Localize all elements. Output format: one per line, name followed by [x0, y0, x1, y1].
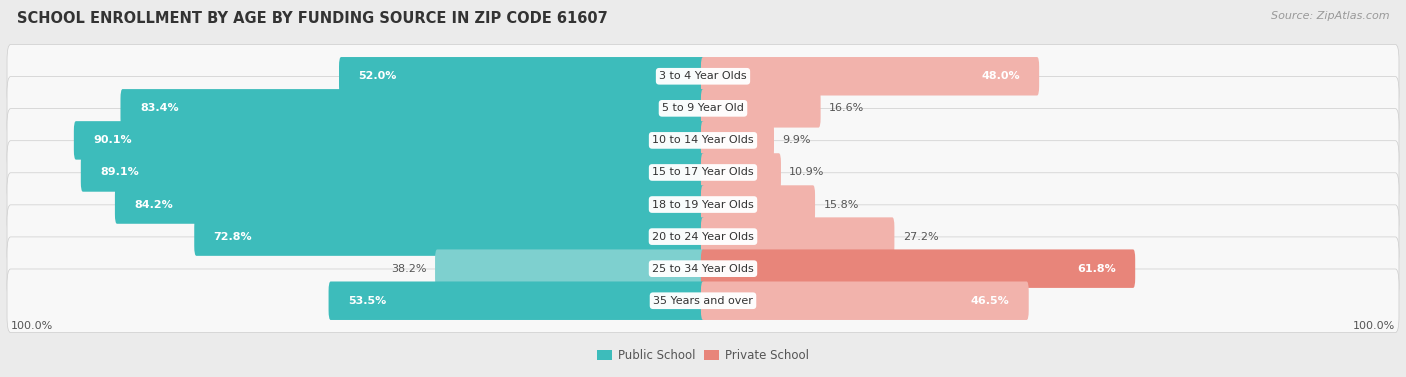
- FancyBboxPatch shape: [702, 250, 1135, 288]
- FancyBboxPatch shape: [121, 89, 704, 127]
- FancyBboxPatch shape: [702, 282, 1029, 320]
- FancyBboxPatch shape: [115, 185, 704, 224]
- FancyBboxPatch shape: [7, 109, 1399, 172]
- Text: 84.2%: 84.2%: [135, 199, 173, 210]
- FancyBboxPatch shape: [434, 250, 704, 288]
- FancyBboxPatch shape: [702, 89, 821, 127]
- FancyBboxPatch shape: [339, 57, 704, 95]
- Text: 27.2%: 27.2%: [903, 231, 938, 242]
- Text: 48.0%: 48.0%: [981, 71, 1019, 81]
- FancyBboxPatch shape: [80, 153, 704, 192]
- Text: 90.1%: 90.1%: [93, 135, 132, 146]
- FancyBboxPatch shape: [702, 153, 780, 192]
- Text: 15 to 17 Year Olds: 15 to 17 Year Olds: [652, 167, 754, 178]
- Text: Source: ZipAtlas.com: Source: ZipAtlas.com: [1271, 11, 1389, 21]
- Text: 61.8%: 61.8%: [1077, 264, 1116, 274]
- Text: 35 Years and over: 35 Years and over: [652, 296, 754, 306]
- Text: 25 to 34 Year Olds: 25 to 34 Year Olds: [652, 264, 754, 274]
- FancyBboxPatch shape: [7, 237, 1399, 300]
- Text: 100.0%: 100.0%: [10, 321, 53, 331]
- FancyBboxPatch shape: [7, 141, 1399, 204]
- Text: 100.0%: 100.0%: [1353, 321, 1396, 331]
- Text: 9.9%: 9.9%: [782, 135, 811, 146]
- Text: SCHOOL ENROLLMENT BY AGE BY FUNDING SOURCE IN ZIP CODE 61607: SCHOOL ENROLLMENT BY AGE BY FUNDING SOUR…: [17, 11, 607, 26]
- Text: 10.9%: 10.9%: [789, 167, 825, 178]
- Text: 52.0%: 52.0%: [359, 71, 396, 81]
- Text: 18 to 19 Year Olds: 18 to 19 Year Olds: [652, 199, 754, 210]
- FancyBboxPatch shape: [7, 77, 1399, 140]
- FancyBboxPatch shape: [7, 269, 1399, 333]
- Text: 38.2%: 38.2%: [391, 264, 426, 274]
- Text: 10 to 14 Year Olds: 10 to 14 Year Olds: [652, 135, 754, 146]
- FancyBboxPatch shape: [7, 173, 1399, 236]
- Text: 72.8%: 72.8%: [214, 231, 252, 242]
- Text: 83.4%: 83.4%: [141, 103, 179, 113]
- Text: 16.6%: 16.6%: [830, 103, 865, 113]
- FancyBboxPatch shape: [702, 121, 773, 159]
- FancyBboxPatch shape: [75, 121, 704, 159]
- Text: 89.1%: 89.1%: [100, 167, 139, 178]
- FancyBboxPatch shape: [7, 44, 1399, 108]
- Legend: Public School, Private School: Public School, Private School: [593, 344, 813, 367]
- FancyBboxPatch shape: [702, 57, 1039, 95]
- FancyBboxPatch shape: [329, 282, 704, 320]
- Text: 5 to 9 Year Old: 5 to 9 Year Old: [662, 103, 744, 113]
- Text: 46.5%: 46.5%: [970, 296, 1010, 306]
- FancyBboxPatch shape: [7, 205, 1399, 268]
- FancyBboxPatch shape: [702, 185, 815, 224]
- Text: 20 to 24 Year Olds: 20 to 24 Year Olds: [652, 231, 754, 242]
- FancyBboxPatch shape: [194, 218, 704, 256]
- Text: 15.8%: 15.8%: [824, 199, 859, 210]
- Text: 3 to 4 Year Olds: 3 to 4 Year Olds: [659, 71, 747, 81]
- Text: 53.5%: 53.5%: [349, 296, 387, 306]
- FancyBboxPatch shape: [702, 218, 894, 256]
